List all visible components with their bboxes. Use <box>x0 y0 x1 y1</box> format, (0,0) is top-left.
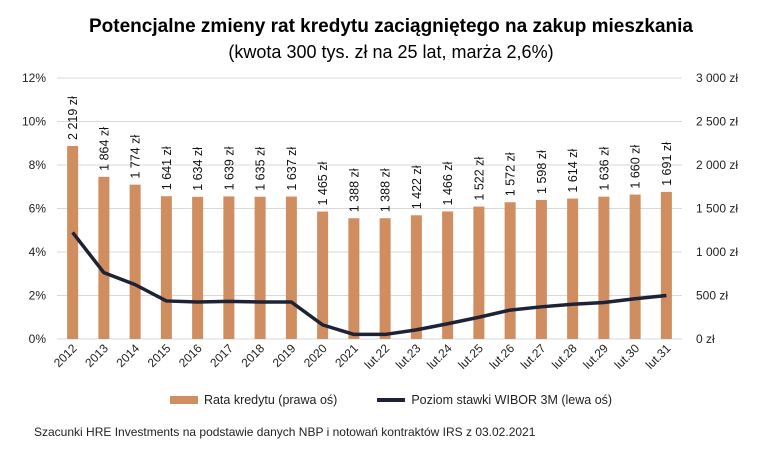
left-tick-label: 10% <box>22 115 46 129</box>
x-tick-label: 2014 <box>113 341 142 370</box>
bar-data-label: 1 466 zł <box>441 161 455 205</box>
x-tick-label: 2019 <box>270 341 299 370</box>
chart-subtitle: (kwota 300 tys. zł na 25 lat, marża 2,6%… <box>228 42 554 62</box>
bar <box>192 196 204 339</box>
x-tick-label: lut.30 <box>612 341 643 372</box>
bar <box>504 202 516 339</box>
x-tick-label: 2021 <box>332 341 361 370</box>
bar <box>567 198 579 339</box>
x-tick-label: lut.23 <box>393 341 424 372</box>
bar <box>98 176 110 339</box>
bar <box>285 196 297 339</box>
bar-data-label: 1 422 zł <box>410 165 424 209</box>
bar <box>473 206 485 339</box>
legend-label-bars: Rata kredytu (prawa oś) <box>203 393 338 407</box>
x-tick-label: lut.24 <box>424 341 455 372</box>
right-tick-label: 1 500 zł <box>696 202 738 216</box>
bar-data-label: 1 641 zł <box>160 146 174 190</box>
bar-data-label: 1 637 zł <box>285 147 299 191</box>
bar <box>535 199 547 339</box>
bar-data-label: 1 774 zł <box>129 135 143 179</box>
bar <box>67 145 79 339</box>
bar-data-label: 1 572 zł <box>504 152 518 196</box>
x-tick-label: lut.29 <box>580 341 611 372</box>
left-tick-label: 0% <box>29 332 47 346</box>
x-tick-label: lut.25 <box>455 341 486 372</box>
bar-data-label: 2 219 zł <box>66 96 80 140</box>
bar-data-label: 1 660 zł <box>629 145 643 189</box>
x-tick-label: 2018 <box>238 341 267 370</box>
legend-item-bars: Rata kredytu (prawa oś) <box>169 393 338 407</box>
bar <box>160 196 172 339</box>
legend-swatch-line <box>377 398 406 402</box>
right-tick-label: 2 500 zł <box>696 115 738 129</box>
bar-data-label: 1 634 zł <box>191 147 205 191</box>
bar-data-label: 1 522 zł <box>472 157 486 201</box>
bar-data-label: 1 598 zł <box>535 150 549 194</box>
bar <box>129 184 141 339</box>
bar <box>629 194 641 339</box>
bar-data-label: 1 388 zł <box>347 168 361 212</box>
legend: Rata kredytu (prawa oś) Poziom stawki WI… <box>0 393 782 407</box>
right-tick-label: 0 zł <box>696 332 715 346</box>
bar <box>410 215 422 339</box>
bar-data-label: 1 639 zł <box>222 146 236 190</box>
bar-data-label: 1 614 zł <box>566 149 580 193</box>
x-tick-label: lut.28 <box>549 341 580 372</box>
bar-data-label: 1 465 zł <box>316 162 330 206</box>
x-tick-label: lut.26 <box>487 341 518 372</box>
x-tick-label: lut.22 <box>362 341 393 372</box>
bar-data-label: 1 388 zł <box>379 168 393 212</box>
bar <box>223 196 235 339</box>
bar-data-label: 1 864 zł <box>97 127 111 171</box>
x-tick-label: lut.31 <box>643 341 674 372</box>
legend-item-line: Poziom stawki WIBOR 3M (lewa oś) <box>377 393 612 407</box>
x-tick-label: 2017 <box>207 341 236 370</box>
footnote: Szacunki HRE Investments na podstawie da… <box>34 425 536 439</box>
bar-data-label: 1 635 zł <box>254 147 268 191</box>
bar <box>317 211 329 339</box>
right-tick-label: 1 000 zł <box>696 245 738 259</box>
x-tick-label: 2013 <box>82 341 111 370</box>
left-tick-label: 8% <box>29 158 47 172</box>
x-tick-label: lut.27 <box>518 341 549 372</box>
x-tick-label: 2015 <box>145 341 174 370</box>
left-tick-label: 6% <box>29 202 47 216</box>
bar <box>598 196 610 339</box>
legend-label-line: Poziom stawki WIBOR 3M (lewa oś) <box>411 393 613 407</box>
wibor-line <box>71 231 667 337</box>
right-tick-label: 2 000 zł <box>696 158 738 172</box>
bar-data-label: 1 691 zł <box>660 142 674 186</box>
x-tick-label: 2020 <box>301 341 330 370</box>
bar <box>348 218 360 339</box>
left-tick-label: 2% <box>29 289 47 303</box>
right-tick-label: 500 zł <box>696 289 728 303</box>
right-tick-label: 3 000 zł <box>696 71 738 85</box>
left-tick-label: 12% <box>22 71 46 85</box>
bar <box>379 218 391 339</box>
x-tick-label: 2012 <box>51 341 80 370</box>
left-tick-label: 4% <box>29 245 47 259</box>
bar <box>660 191 672 339</box>
x-tick-label: 2016 <box>176 341 205 370</box>
bar <box>254 196 266 339</box>
chart-title: Potencjalne zmieny rat kredytu zaciągnię… <box>89 16 693 37</box>
bar <box>442 211 454 339</box>
legend-swatch-bar <box>169 396 198 404</box>
bar-data-label: 1 636 zł <box>597 147 611 191</box>
